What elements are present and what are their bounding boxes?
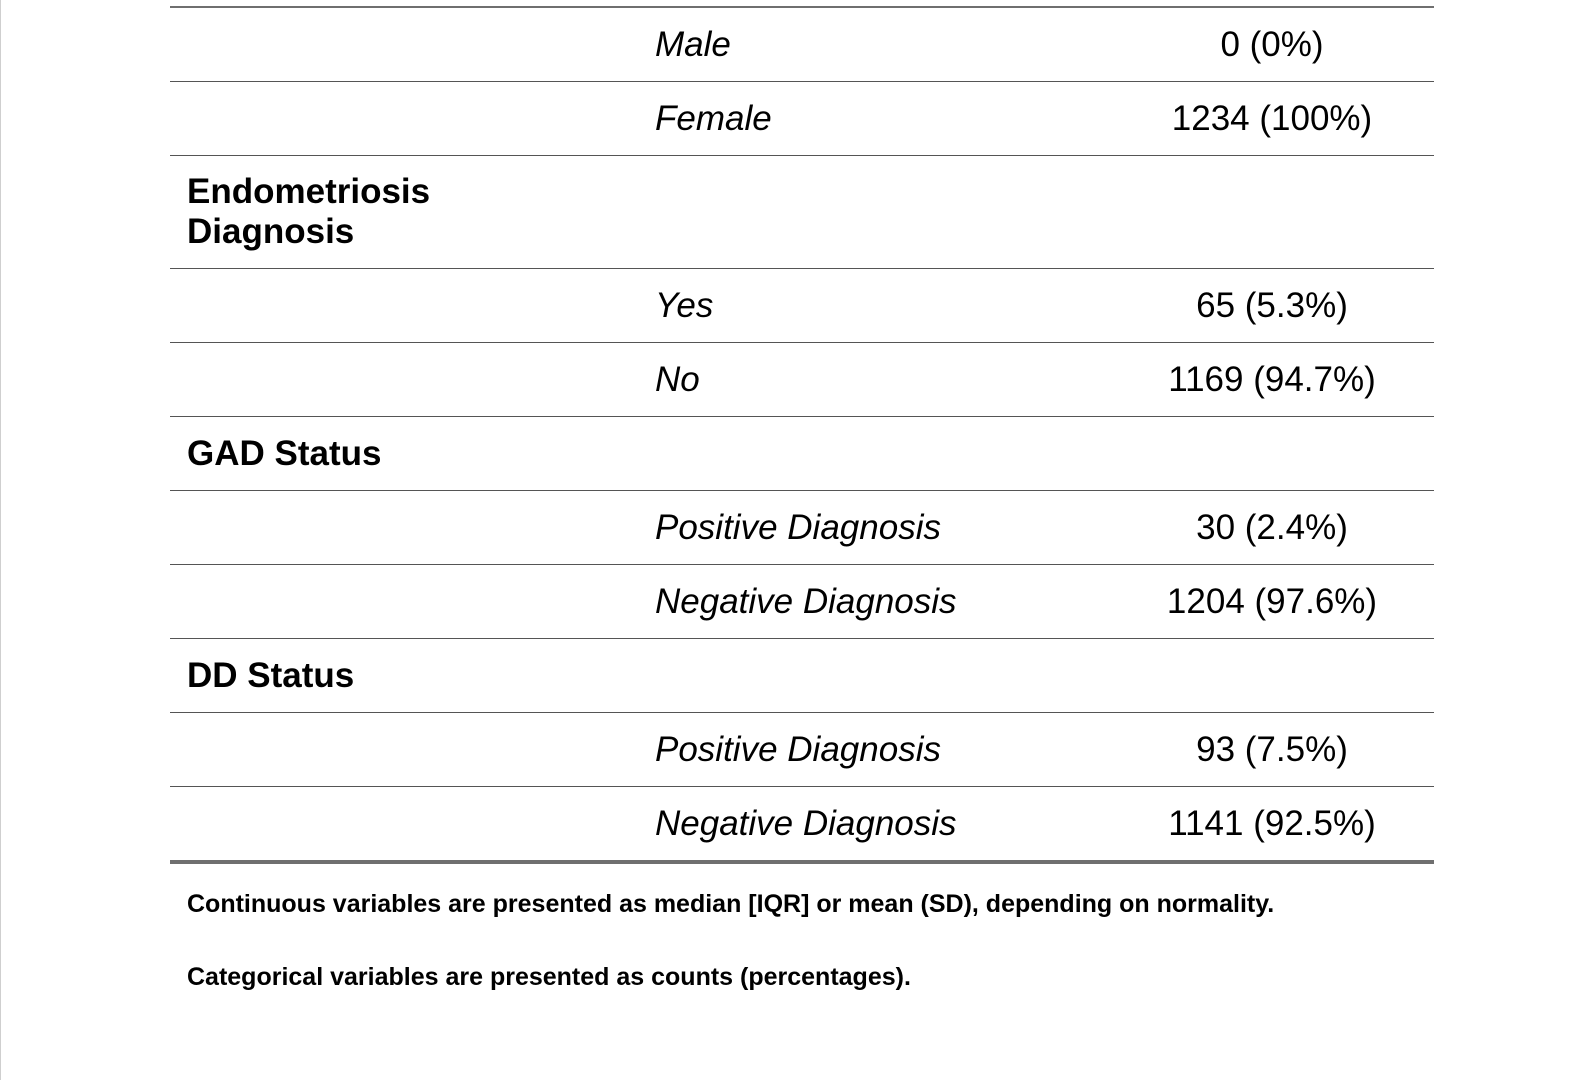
table-row-male: Male 0 (0%) (170, 7, 1434, 82)
table-row-gad-negative: Negative Diagnosis 1204 (97.6%) (170, 564, 1434, 639)
group-label: DD Status (170, 638, 655, 713)
empty-cell (170, 564, 655, 639)
empty-cell (170, 7, 655, 82)
table-group-gad-status: GAD Status (170, 416, 1434, 491)
row-value: 1234 (100%) (1110, 81, 1434, 156)
empty-cell (170, 81, 655, 156)
group-label: Endometriosis Diagnosis (170, 155, 655, 269)
characteristics-table-container: Male 0 (0%) Female 1234 (100%) Endometri… (170, 6, 1434, 864)
row-label: Female (655, 81, 1110, 156)
empty-cell (170, 712, 655, 787)
row-label: Positive Diagnosis (655, 490, 1110, 565)
table-row-gad-positive: Positive Diagnosis 30 (2.4%) (170, 490, 1434, 565)
table-group-endometriosis: Endometriosis Diagnosis (170, 155, 1434, 269)
row-label: Yes (655, 268, 1110, 343)
row-label: No (655, 342, 1110, 417)
empty-cell (1110, 155, 1434, 269)
characteristics-table: Male 0 (0%) Female 1234 (100%) Endometri… (170, 6, 1434, 864)
empty-cell (170, 490, 655, 565)
row-value: 1141 (92.5%) (1110, 786, 1434, 864)
empty-cell (170, 342, 655, 417)
empty-cell (655, 416, 1110, 491)
empty-cell (170, 268, 655, 343)
empty-cell (1110, 416, 1434, 491)
row-value: 93 (7.5%) (1110, 712, 1434, 787)
empty-cell (655, 638, 1110, 713)
footnote-categorical: Categorical variables are presented as c… (187, 963, 911, 991)
empty-cell (170, 786, 655, 864)
group-label: GAD Status (170, 416, 655, 491)
row-value: 65 (5.3%) (1110, 268, 1434, 343)
empty-cell (655, 155, 1110, 269)
row-value: 1169 (94.7%) (1110, 342, 1434, 417)
empty-cell (1110, 638, 1434, 713)
row-label: Male (655, 7, 1110, 82)
group-label-line2: Diagnosis (187, 212, 355, 251)
table-footnotes: Continuous variables are presented as me… (187, 880, 1447, 1026)
group-label-line1: Endometriosis (187, 172, 431, 211)
row-value: 1204 (97.6%) (1110, 564, 1434, 639)
table-row-dd-negative: Negative Diagnosis 1141 (92.5%) (170, 786, 1434, 864)
table-row-female: Female 1234 (100%) (170, 81, 1434, 156)
table-group-dd-status: DD Status (170, 638, 1434, 713)
row-label: Negative Diagnosis (655, 786, 1110, 864)
row-label: Positive Diagnosis (655, 712, 1110, 787)
table-row-dd-positive: Positive Diagnosis 93 (7.5%) (170, 712, 1434, 787)
page-left-edge (0, 0, 1, 1080)
table-row-no: No 1169 (94.7%) (170, 342, 1434, 417)
row-value: 30 (2.4%) (1110, 490, 1434, 565)
footnote-continuous: Continuous variables are presented as me… (187, 890, 1275, 918)
table-row-yes: Yes 65 (5.3%) (170, 268, 1434, 343)
row-value: 0 (0%) (1110, 7, 1434, 82)
row-label: Negative Diagnosis (655, 564, 1110, 639)
